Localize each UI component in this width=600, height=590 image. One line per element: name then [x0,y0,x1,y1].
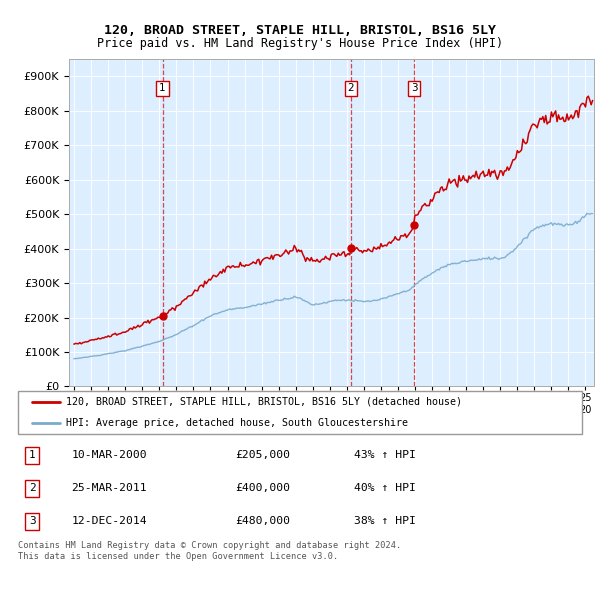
Text: 12-DEC-2014: 12-DEC-2014 [71,516,147,526]
Text: £205,000: £205,000 [235,450,290,460]
Text: 2: 2 [347,83,354,93]
Text: £400,000: £400,000 [235,483,290,493]
Text: Price paid vs. HM Land Registry's House Price Index (HPI): Price paid vs. HM Land Registry's House … [97,37,503,50]
Text: 2: 2 [29,483,35,493]
Text: 10-MAR-2000: 10-MAR-2000 [71,450,147,460]
Text: This data is licensed under the Open Government Licence v3.0.: This data is licensed under the Open Gov… [18,552,338,561]
Text: Contains HM Land Registry data © Crown copyright and database right 2024.: Contains HM Land Registry data © Crown c… [18,540,401,549]
Text: 25-MAR-2011: 25-MAR-2011 [71,483,147,493]
Text: 38% ↑ HPI: 38% ↑ HPI [353,516,415,526]
Text: 3: 3 [29,516,35,526]
Text: 40% ↑ HPI: 40% ↑ HPI [353,483,415,493]
Text: 3: 3 [411,83,418,93]
Text: 1: 1 [29,450,35,460]
Text: 1: 1 [159,83,166,93]
FancyBboxPatch shape [18,391,582,434]
Text: 43% ↑ HPI: 43% ↑ HPI [353,450,415,460]
Text: 120, BROAD STREET, STAPLE HILL, BRISTOL, BS16 5LY: 120, BROAD STREET, STAPLE HILL, BRISTOL,… [104,24,496,37]
Text: HPI: Average price, detached house, South Gloucestershire: HPI: Average price, detached house, Sout… [66,418,408,428]
Text: 120, BROAD STREET, STAPLE HILL, BRISTOL, BS16 5LY (detached house): 120, BROAD STREET, STAPLE HILL, BRISTOL,… [66,397,462,407]
Text: £480,000: £480,000 [235,516,290,526]
